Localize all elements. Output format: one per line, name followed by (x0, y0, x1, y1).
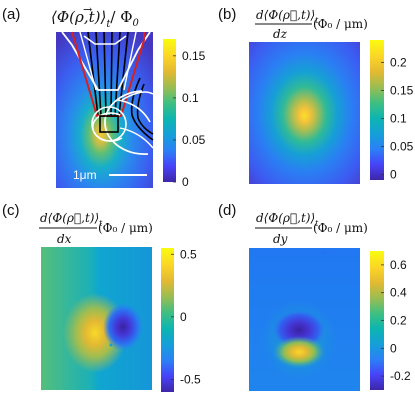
svg-text:dx: dx (57, 232, 72, 246)
panel-letter-c: (c) (2, 202, 20, 219)
colorbar-tick-label: 0.05 (182, 133, 206, 147)
panel-b-image (249, 42, 360, 184)
colorbar-tick-label: 0 (182, 175, 189, 189)
sot-schematic (61, 31, 154, 155)
colorbar-tick-label: 0.05 (390, 139, 414, 153)
colorbar-tick-label: 0.5 (180, 247, 197, 261)
panel-d-image (249, 248, 360, 391)
colorbar-tick-label: -0.5 (180, 372, 201, 386)
colorbar-tick-label: 0.2 (390, 314, 407, 328)
panel-b: (b) d⟨Φ(ρ⃗,t)⟩t dz (Φ₀ / μm) 0.20.150.10… (218, 6, 414, 184)
panel-letter-b: (b) (218, 6, 236, 23)
panel-a-image: 1μm (56, 31, 154, 188)
svg-text:dy: dy (273, 232, 288, 246)
colorbar-tick-label: 0.15 (390, 83, 414, 97)
colorbar-a: 0.15 0.1 0.05 0 (163, 39, 206, 189)
colorbar-tick-label: 0.4 (390, 286, 407, 300)
panel-letter-d: (d) (218, 202, 236, 219)
panel-d-title: d⟨Φ(ρ⃗,t)⟩t dy (Φ₀ / μm) (255, 211, 368, 246)
panel-c: (c) d⟨Φ(ρ⃗,t)⟩t dx (Φ₀ / μm) 0.5 0 -0.5 (2, 202, 201, 392)
colorbar-tick-label: 0.1 (182, 91, 199, 105)
panel-b-title: d⟨Φ(ρ⃗,t)⟩t dz (Φ₀ / μm) (255, 8, 368, 41)
svg-text:d⟨Φ(ρ⃗,t)⟩t: d⟨Φ(ρ⃗,t)⟩t (256, 8, 319, 25)
colorbar-d: 0.6 0.4 0.2 0 -0.2 (370, 251, 411, 390)
svg-text:(Φ₀ / μm): (Φ₀ / μm) (313, 17, 368, 31)
colorbar-tick-label: 0.6 (390, 258, 407, 272)
colorbar-tick-label: 0 (390, 167, 397, 181)
colorbar-tick-label: 0.2 (390, 55, 407, 69)
panel-letter-a: (a) (2, 6, 20, 23)
svg-text:d⟨Φ(ρ⃗,t)⟩t: d⟨Φ(ρ⃗,t)⟩t (40, 211, 103, 228)
svg-text:(Φ₀ / μm): (Φ₀ / μm) (313, 221, 368, 235)
svg-text:→: → (83, 3, 92, 16)
scale-bar: 1μm (73, 168, 147, 182)
panel-c-image (41, 247, 152, 390)
panel-c-title: d⟨Φ(ρ⃗,t)⟩t dx (Φ₀ / μm) (39, 211, 153, 246)
panel-a-title: ⟨Φ(ρ,t)⟩t/ Φ0 → (51, 3, 140, 30)
colorbar-b: 0.2 0.15 0.1 0.05 0 (370, 40, 414, 181)
colorbar-tick-label: 0 (390, 341, 397, 355)
svg-text:dz: dz (273, 27, 288, 41)
panel-d: (d) d⟨Φ(ρ⃗,t)⟩t dy (Φ₀ / μm) 0.6 0.4 0.2 0 -… (218, 202, 411, 391)
colorbar-tick-label: -0.2 (390, 369, 411, 383)
colorbar-c: 0.5 0 -0.5 (161, 247, 201, 392)
svg-text:d⟨Φ(ρ⃗,t)⟩t: d⟨Φ(ρ⃗,t)⟩t (256, 211, 319, 228)
colorbar-tick-label: 0.1 (390, 111, 407, 125)
colorbar-tick-label: 0 (180, 310, 187, 324)
panel-a: (a) ⟨Φ(ρ,t)⟩t/ Φ0 → (2, 3, 206, 189)
colorbar-tick-label: 0.15 (182, 49, 206, 63)
svg-text:(Φ₀ / μm): (Φ₀ / μm) (98, 221, 153, 235)
svg-text:⟨Φ(ρ,t)⟩t/ Φ0: ⟨Φ(ρ,t)⟩t/ Φ0 (51, 8, 140, 30)
scale-bar-label: 1μm (73, 168, 97, 182)
